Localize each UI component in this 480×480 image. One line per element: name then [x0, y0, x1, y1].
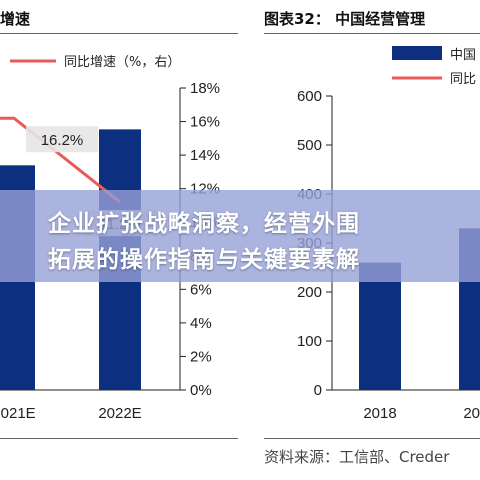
- y2-tick-label: 2%: [190, 348, 212, 365]
- category-label: 2018: [363, 405, 396, 422]
- legend-label: 同比: [450, 72, 476, 87]
- left-chart-title: 增速: [0, 10, 31, 28]
- category-label: 2021E: [0, 405, 36, 422]
- category-label: 2022E: [98, 405, 141, 422]
- bar: [359, 262, 401, 390]
- y2-tick-label: 16%: [190, 114, 220, 131]
- legend-label: 中国: [450, 48, 476, 63]
- legend-bar-swatch: [392, 46, 442, 60]
- y-tick-label: 600: [297, 88, 322, 105]
- y2-tick-label: 4%: [190, 315, 212, 332]
- y-tick-label: 500: [297, 137, 322, 154]
- right-bottom-rule: [264, 438, 480, 439]
- left-title-rule: [0, 33, 238, 34]
- y-tick-label: 200: [297, 284, 322, 301]
- left-bottom-rule: [0, 438, 238, 439]
- banner-line-1: 企业扩张战略洞察，经营外围: [48, 211, 360, 237]
- y-tick-label: 0: [314, 382, 322, 399]
- data-label-box: [26, 126, 98, 153]
- headline-banner[interactable]: 企业扩张战略洞察，经营外围 拓展的操作指南与关键要素解: [0, 190, 480, 282]
- banner-line-2: 拓展的操作指南与关键要素解: [48, 247, 360, 273]
- growth-line: [0, 116, 121, 204]
- y2-tick-label: 14%: [190, 147, 220, 164]
- category-label: 2019: [463, 405, 480, 422]
- right-chart-source: 资料来源：工信部、Creder: [264, 448, 450, 466]
- data-label: 16.2%: [41, 132, 84, 149]
- y2-tick-label: 18%: [190, 80, 220, 97]
- y-tick-label: 100: [297, 333, 322, 350]
- right-title-rule: [264, 33, 480, 34]
- y2-tick-label: 6%: [190, 281, 212, 298]
- right-chart-title: 图表32： 中国经营管理: [264, 10, 426, 28]
- legend-label: 同比增速（%，右）: [64, 55, 180, 70]
- y2-tick-label: 0%: [190, 382, 212, 399]
